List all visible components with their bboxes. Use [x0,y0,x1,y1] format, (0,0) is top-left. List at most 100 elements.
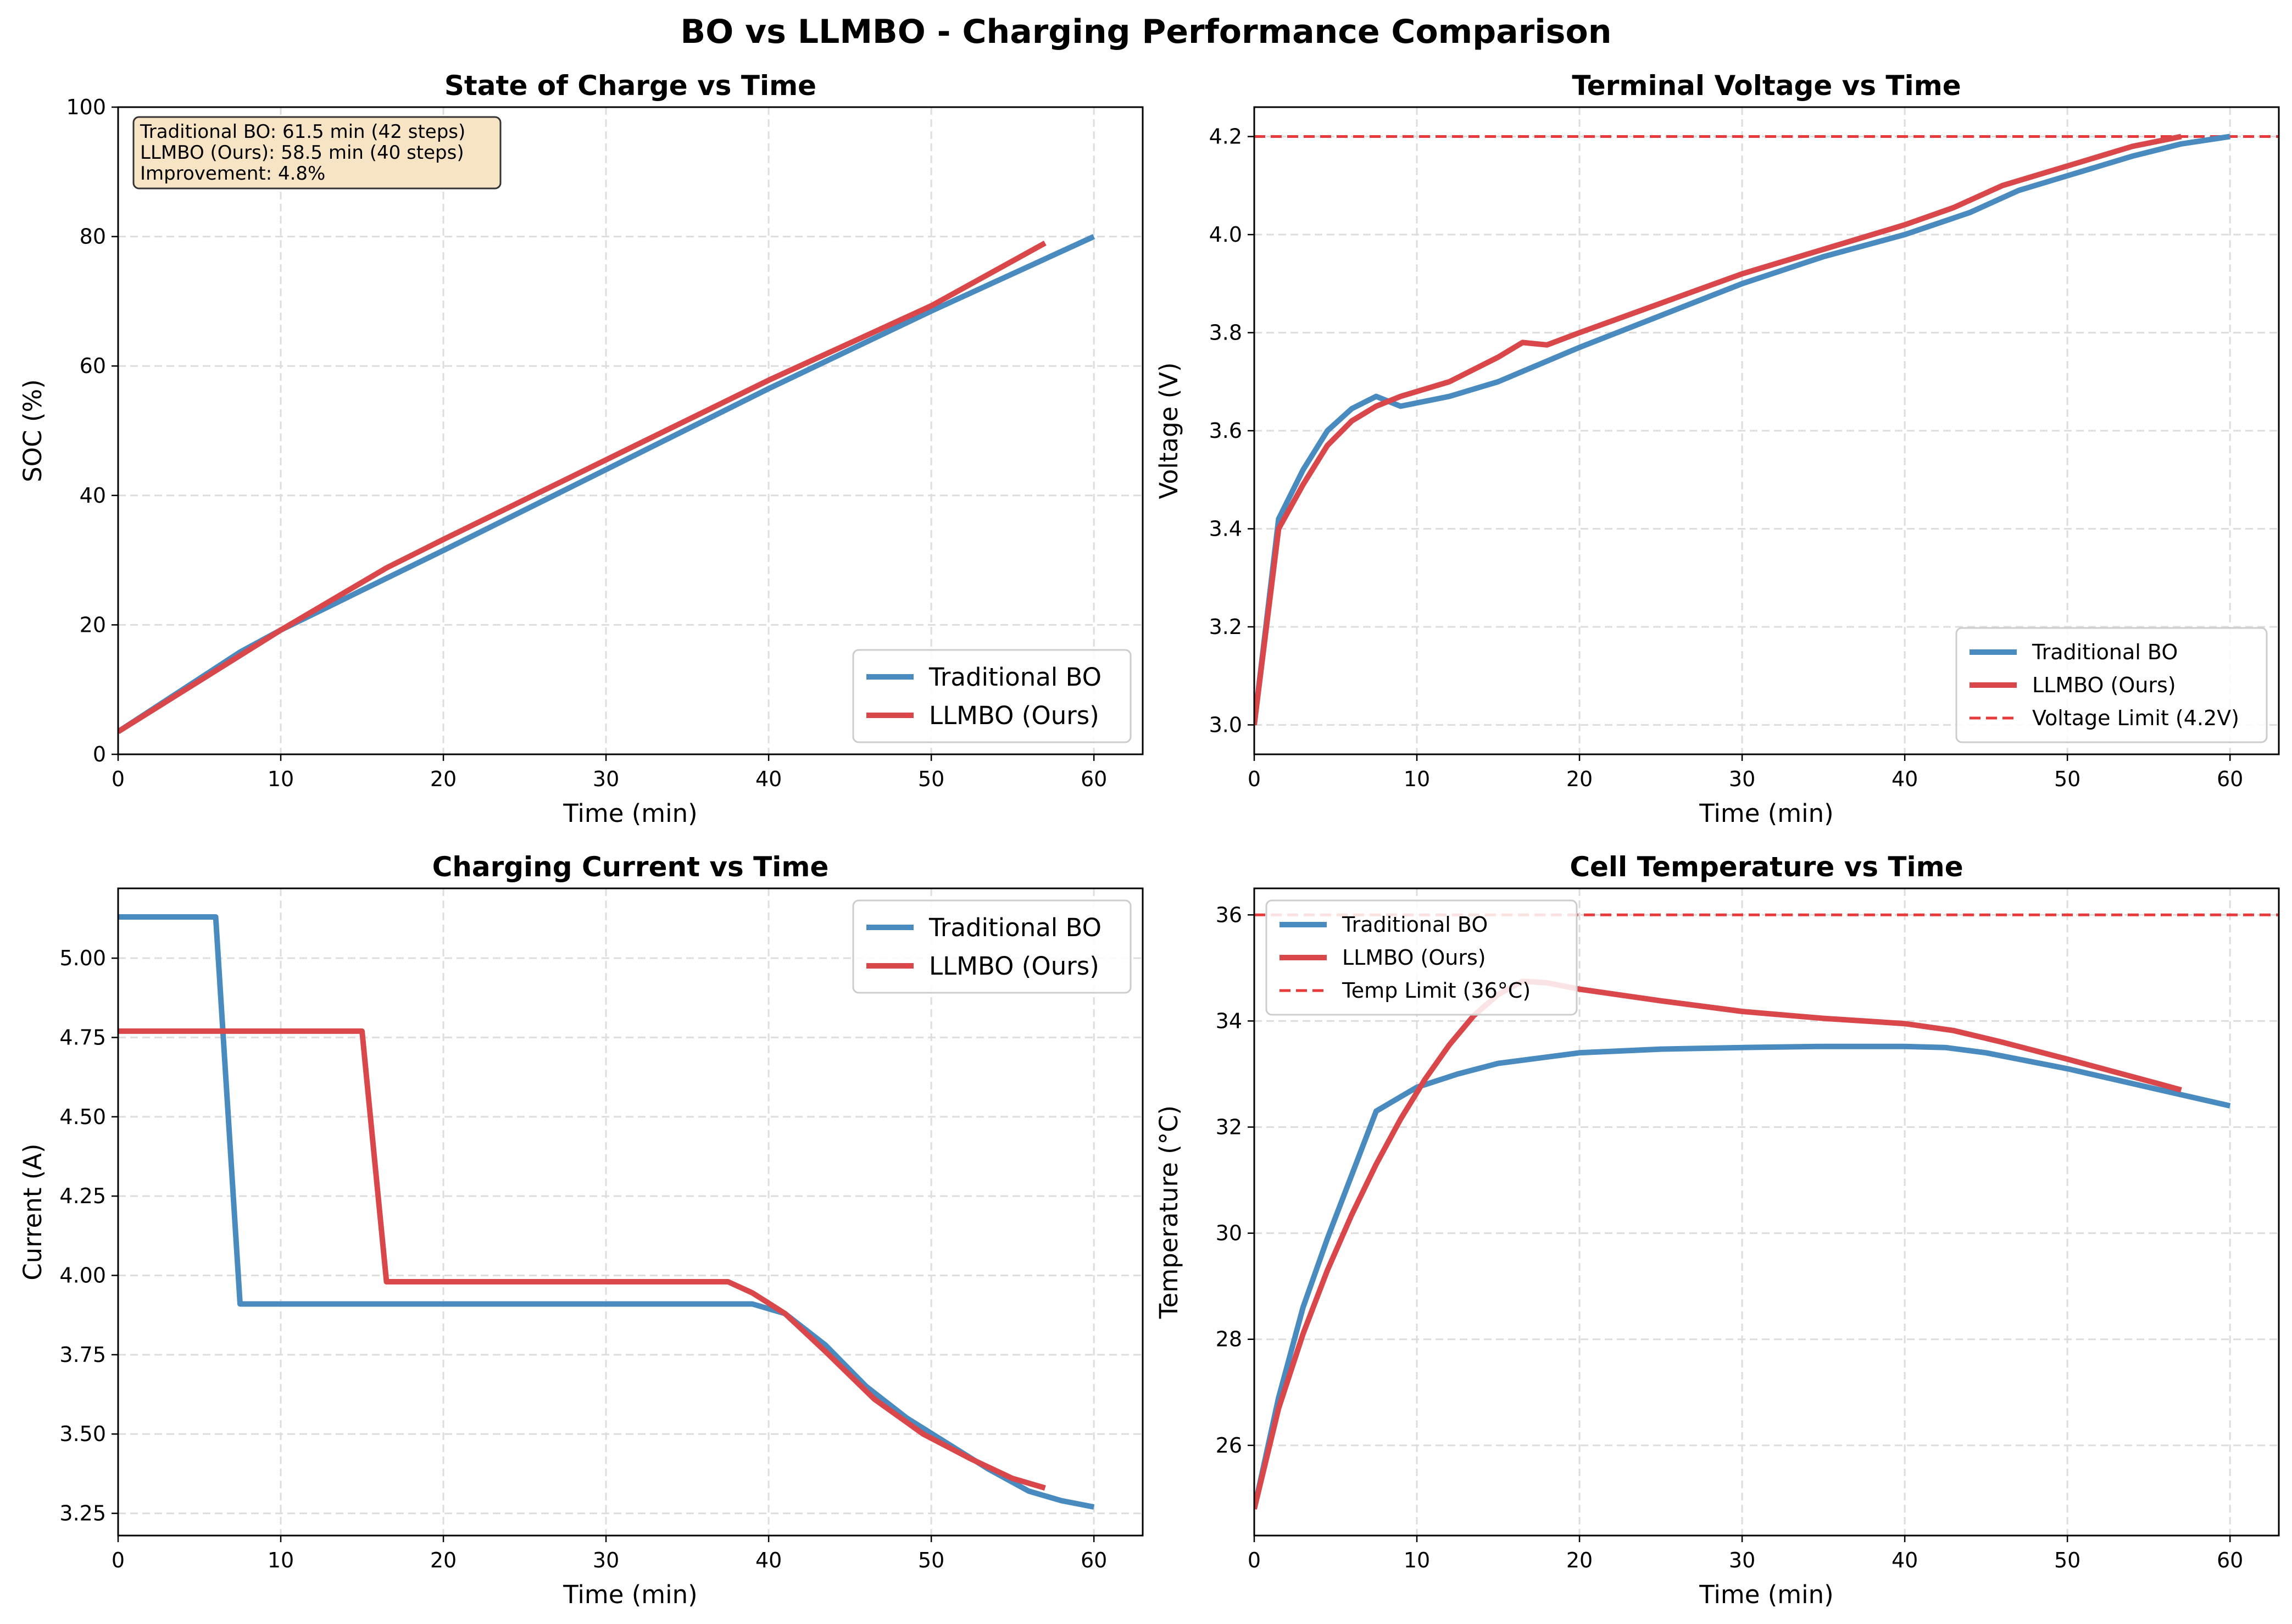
y-axis-label: SOC (%) [18,379,47,482]
y-tick-label: 100 [66,95,106,119]
x-tick-label: 0 [1248,767,1261,791]
plot-frame [1253,106,2280,755]
y-tick-label: 26 [1216,1433,1242,1458]
y-tick-label: 4.00 [59,1263,106,1287]
series-line-llmbo [118,1028,1046,1491]
annotation-line: Traditional BO: 61.5 min (42 steps) [140,121,465,143]
x-tick-label: 0 [1248,1548,1261,1572]
y-tick-label: 5.00 [59,946,106,970]
y-tick-label: 20 [80,613,106,637]
legend: Traditional BO LLMBO (Ours) [852,649,1132,743]
legend: Traditional BO LLMBO (Ours) [852,899,1132,994]
y-tick-label: 3.2 [1209,615,1242,639]
series-line-traditional-bo [118,914,1095,1510]
x-tick-label: 40 [755,767,782,791]
series-line-traditional-bo [1254,134,2230,726]
y-tick-label: 30 [1216,1221,1242,1245]
y-tick-label: 3.4 [1209,516,1242,541]
x-tick-label: 40 [1892,1548,1918,1572]
legend-label: LLMBO (Ours) [929,952,1099,981]
y-tick-label: 80 [80,225,106,249]
x-tick-label: 0 [112,1548,125,1572]
plot-frame [117,887,1144,1537]
x-tick-label: 30 [1729,767,1755,791]
legend-label: Traditional BO [928,663,1102,692]
legend-label: LLMBO (Ours) [929,701,1099,730]
legend-box [1955,627,2268,743]
x-axis-label: Time (min) [563,1580,697,1609]
legend: Traditional BO LLMBO (Ours) Temp Limit (36… [1265,899,1578,1016]
x-tick-label: 60 [1081,1548,1107,1572]
y-tick-label: 3.8 [1209,321,1242,345]
x-tick-label: 30 [1729,1548,1755,1572]
y-tick-label: 4.25 [59,1184,106,1208]
x-tick-label: 30 [593,767,619,791]
y-axis-label: Voltage (V) [1154,363,1183,499]
panel-title: Terminal Voltage vs Time [1572,70,1961,102]
panel-4: 0 10 20 30 40 50 60 26 28 30 32 34 36 Cell Temperatur… [1154,851,2280,1609]
y-tick-label: 0 [93,742,106,766]
y-tick-label: 32 [1216,1115,1242,1139]
y-axis-label: Current (A) [18,1143,47,1280]
x-axis-label: Time (min) [563,799,697,828]
y-tick-label: 40 [80,483,106,508]
y-tick-label: 34 [1216,1009,1242,1033]
series-line-llmbo [1254,134,2182,726]
legend-label: Temp Limit (36°C) [1342,978,1531,1003]
y-tick-label: 60 [80,354,106,378]
plot-frame [117,106,1144,755]
x-tick-label: 20 [430,1548,457,1572]
x-tick-label: 20 [430,767,457,791]
y-tick-label: 4.50 [59,1105,106,1129]
x-tick-label: 30 [593,1548,619,1572]
legend-label: Voltage Limit (4.2V) [2032,706,2239,730]
x-tick-label: 60 [2217,767,2243,791]
legend-box [852,899,1132,994]
annotation-box [132,116,502,190]
y-tick-label: 3.75 [59,1343,106,1367]
legend-label: Traditional BO [928,913,1102,942]
x-tick-label: 40 [1892,767,1918,791]
x-axis-label: Time (min) [1699,799,1833,828]
x-tick-label: 10 [268,767,294,791]
y-tick-label: 3.25 [59,1501,106,1526]
x-tick-label: 20 [1566,1548,1593,1572]
panel-title: Charging Current vs Time [432,851,829,883]
legend-box [852,649,1132,743]
y-tick-label: 4.75 [59,1025,106,1049]
suptitle: BO vs LLMBO - Charging Performance Compa… [681,13,1612,51]
annotation: Traditional BO: 61.5 min (42 steps)LLMBO… [132,116,502,190]
y-tick-label: 4.0 [1209,223,1242,247]
y-axis-label: Temperature (°C) [1154,1105,1183,1319]
x-tick-label: 10 [268,1548,294,1572]
series-line-llmbo [118,241,1047,735]
y-tick-label: 36 [1216,903,1242,927]
x-tick-label: 0 [112,767,125,791]
x-tick-label: 60 [2217,1548,2243,1572]
panel-title: State of Charge vs Time [444,70,816,102]
plot-frame [1253,887,2280,1537]
y-tick-label: 3.50 [59,1422,106,1446]
legend: Traditional BO LLMBO (Ours) Voltage Limit … [1955,627,2268,743]
y-tick-label: 3.0 [1209,713,1242,737]
x-tick-label: 50 [918,767,944,791]
x-tick-label: 40 [755,1548,782,1572]
x-tick-label: 10 [1404,1548,1430,1572]
x-axis-label: Time (min) [1699,1580,1833,1609]
legend-box [1265,899,1578,1016]
panel-3: 0 10 20 30 40 50 60 3.25 3.50 3.75 4.00 4.25 4.50 4.7… [18,851,1144,1609]
panel-title: Cell Temperature vs Time [1570,851,1963,883]
annotation-line: Improvement: 4.8% [140,163,325,185]
y-tick-label: 3.6 [1209,419,1242,443]
x-tick-label: 10 [1404,767,1430,791]
annotation-line: LLMBO (Ours): 58.5 min (40 steps) [140,142,464,164]
legend-label: Traditional BO [1342,913,1488,937]
x-tick-label: 50 [918,1548,944,1572]
legend-label: LLMBO (Ours) [1342,946,1486,970]
panel-2: 0 10 20 30 40 50 60 3.0 3.2 3.4 3.6 3.8 4.0 4.2 Termin… [1154,70,2280,828]
x-tick-label: 50 [2054,1548,2080,1572]
x-tick-label: 20 [1566,767,1593,791]
series-line-traditional-bo [1254,1043,2231,1510]
